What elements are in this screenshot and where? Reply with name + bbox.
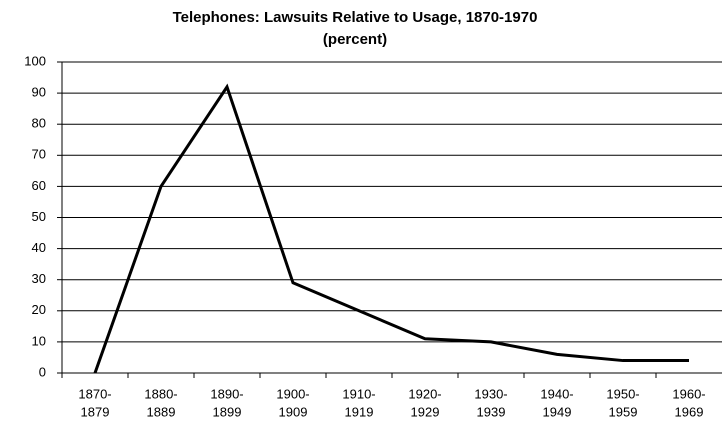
y-tick-label: 80 [32, 116, 46, 131]
x-tick-label: 1879 [81, 404, 110, 419]
x-tick-label: 1950- [606, 386, 639, 401]
x-tick-label: 1920- [408, 386, 441, 401]
data-line [93, 83, 689, 374]
y-tick-label: 60 [32, 178, 46, 193]
y-tick-label: 20 [32, 302, 46, 317]
x-tick-label: 1909 [279, 404, 308, 419]
y-tick-label: 70 [32, 147, 46, 162]
x-tick-label: 1949 [543, 404, 572, 419]
y-tick-label: 100 [24, 53, 46, 68]
x-tick-label: 1919 [345, 404, 374, 419]
y-tick-label: 10 [32, 333, 46, 348]
y-tick-label: 90 [32, 85, 46, 100]
x-tick-label: 1899 [213, 404, 242, 419]
x-tick-label: 1900- [276, 386, 309, 401]
y-tick-label: 30 [32, 271, 46, 286]
y-tick-label: 0 [39, 364, 46, 379]
x-tick-label: 1910- [342, 386, 375, 401]
y-tick-label: 40 [32, 240, 46, 255]
x-tick-label: 1889 [147, 404, 176, 419]
x-tick-label: 1939 [477, 404, 506, 419]
x-tick-label: 1930- [474, 386, 507, 401]
x-tick-label: 1880- [144, 386, 177, 401]
x-tick-label: 1929 [411, 404, 440, 419]
x-tick-label: 1890- [210, 386, 243, 401]
x-tick-label: 1940- [540, 386, 573, 401]
y-tick-label: 50 [32, 209, 46, 224]
x-tick-label: 1959 [609, 404, 638, 419]
x-tick-label: 1870- [78, 386, 111, 401]
chart-subtitle: (percent) [323, 31, 387, 48]
x-tick-label: 1960- [672, 386, 705, 401]
x-tick-label: 1969 [675, 404, 704, 419]
chart-title: Telephones: Lawsuits Relative to Usage, … [173, 9, 538, 26]
